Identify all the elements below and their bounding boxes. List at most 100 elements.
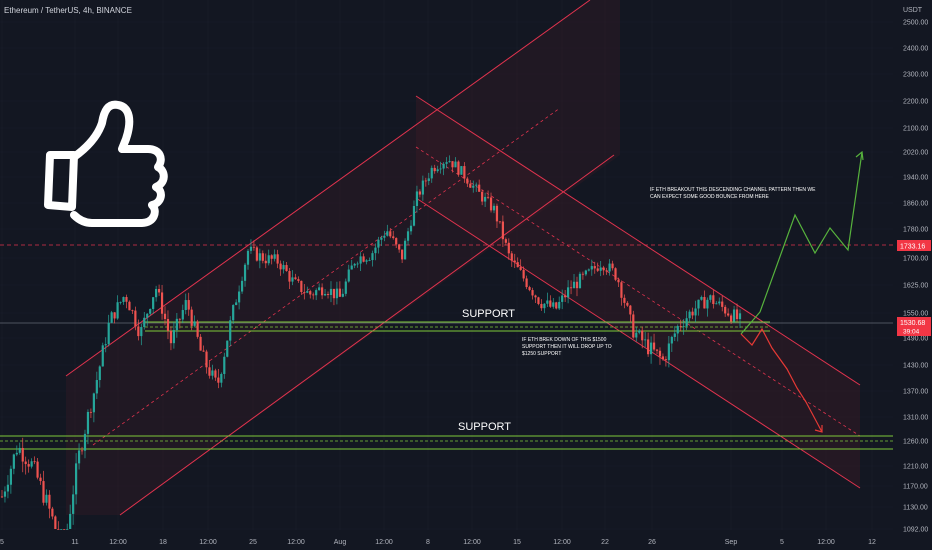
candle-body xyxy=(98,366,101,381)
candle-body xyxy=(454,161,457,168)
bearish-projection-arrowhead xyxy=(814,425,823,433)
candle-body xyxy=(178,318,181,320)
resistance-price-tag: 1733.16 xyxy=(897,240,931,251)
candle-body xyxy=(712,295,715,305)
candle-body xyxy=(320,287,324,296)
candle-body xyxy=(498,221,502,223)
candle-body xyxy=(546,300,549,304)
candle-body xyxy=(638,330,641,333)
candle-body xyxy=(362,256,365,262)
candle-body xyxy=(481,191,484,202)
price-tick-label: 1860.00 xyxy=(903,201,928,208)
candle-body xyxy=(703,297,706,309)
svg-text:39:04: 39:04 xyxy=(903,329,920,336)
candle-body xyxy=(632,314,635,338)
candle-body xyxy=(617,279,620,283)
chart-title: Ethereum / TetherUS, 4h, BINANCE xyxy=(4,6,132,15)
candle-body xyxy=(279,263,282,270)
candle-body xyxy=(252,246,256,248)
candle-body xyxy=(727,313,730,316)
grid-lines xyxy=(0,0,893,530)
bearish-projection-path xyxy=(740,327,823,433)
time-tick-label: 8 xyxy=(426,539,430,546)
candle-body xyxy=(368,260,371,261)
thumbs-up-icon xyxy=(44,100,168,227)
candle-body xyxy=(166,318,170,331)
price-tick-label: 2020.00 xyxy=(903,150,928,157)
candle-body xyxy=(184,300,187,311)
candle-body xyxy=(566,287,570,298)
candle-body xyxy=(282,265,285,270)
candle-body xyxy=(575,281,579,289)
candle-body xyxy=(528,287,531,291)
candle-body xyxy=(694,308,697,316)
candle-body xyxy=(635,332,638,338)
candle-body xyxy=(596,268,599,271)
candle-body xyxy=(552,302,555,307)
candle-body xyxy=(427,178,430,181)
candle-body xyxy=(608,263,611,272)
candle-body xyxy=(332,288,336,299)
candle-body xyxy=(475,184,478,186)
candle-body xyxy=(223,356,226,374)
candle-body xyxy=(33,461,36,463)
candle-body xyxy=(448,161,451,163)
candle-body xyxy=(350,265,353,270)
candle-body xyxy=(95,380,98,394)
candle-body xyxy=(433,167,436,172)
candle-body xyxy=(27,464,30,467)
candle-body xyxy=(92,393,95,413)
candle-body xyxy=(318,287,321,291)
candle-body xyxy=(537,297,540,304)
candle-body xyxy=(507,242,510,254)
candle-body xyxy=(303,292,306,293)
candle-body xyxy=(709,295,712,300)
candle-body xyxy=(409,225,413,232)
candle-body xyxy=(688,311,691,319)
price-tick-label: 1170.00 xyxy=(903,484,928,491)
price-tick-label: 2100.00 xyxy=(903,126,928,133)
candle-body xyxy=(489,197,493,211)
candle-body xyxy=(670,336,673,344)
time-tick-label: Aug xyxy=(334,539,347,546)
candle-body xyxy=(169,330,173,344)
candle-body xyxy=(380,237,383,240)
candle-body xyxy=(172,330,176,344)
candle-body xyxy=(732,309,736,322)
candle-body xyxy=(359,256,362,264)
current-price-tag: 1530.68 39:04 xyxy=(897,317,931,336)
candle-body xyxy=(478,184,481,192)
time-tick-label: Sep xyxy=(725,539,738,546)
candle-body xyxy=(525,278,528,288)
candle-body xyxy=(214,370,217,378)
candle-body xyxy=(15,452,18,455)
candle-body xyxy=(647,339,650,355)
price-tick-label: 1940.00 xyxy=(903,175,928,182)
candle-body xyxy=(77,450,81,464)
candle-body xyxy=(315,290,318,296)
candle-body xyxy=(436,169,439,172)
candle-body xyxy=(211,370,214,376)
descending-channel-mid-line xyxy=(415,146,861,437)
candle-body xyxy=(246,250,250,265)
time-tick-label: 25 xyxy=(249,539,257,546)
support-upper-label: SUPPORT xyxy=(462,308,515,320)
candle-body xyxy=(516,262,519,268)
candle-body xyxy=(691,311,694,316)
candle-body xyxy=(445,162,448,164)
candle-body xyxy=(21,447,24,462)
candle-body xyxy=(406,231,410,241)
candle-body xyxy=(270,255,273,259)
price-tick-label: 1370.00 xyxy=(903,389,928,396)
candle-body xyxy=(160,292,164,314)
candle-body xyxy=(309,291,312,295)
candle-body xyxy=(344,281,347,294)
candle-body xyxy=(155,288,158,298)
candle-body xyxy=(335,288,339,299)
candle-body xyxy=(439,168,442,170)
candle-body xyxy=(469,183,472,188)
candle-body xyxy=(673,333,676,337)
candle-body xyxy=(306,291,309,293)
ascending-channel-lower-line xyxy=(119,154,615,516)
